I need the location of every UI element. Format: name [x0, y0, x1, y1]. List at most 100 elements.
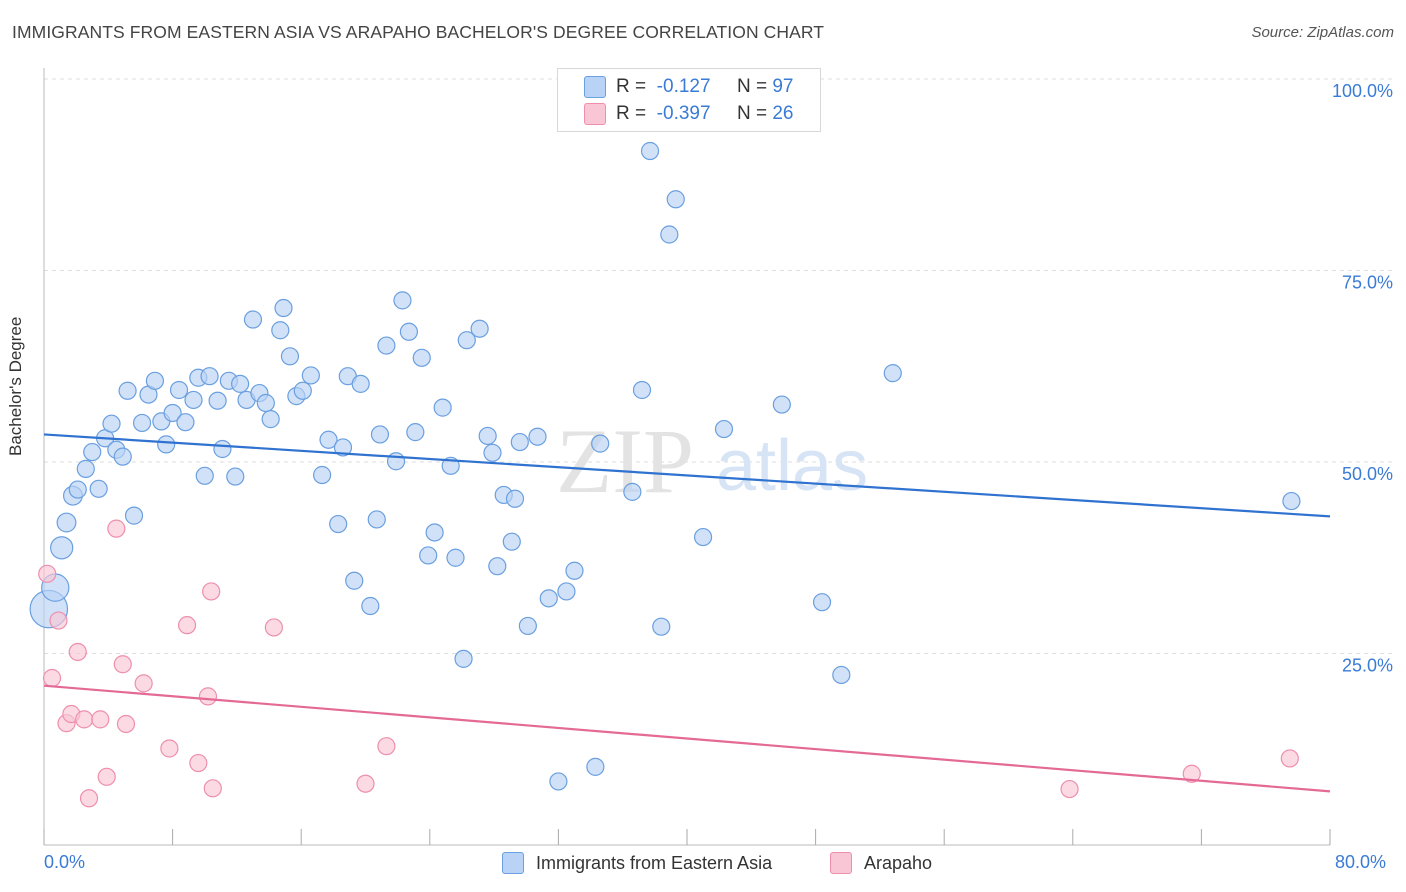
data-point-eastern-asia — [312, 465, 332, 485]
data-point-eastern-asia — [488, 557, 507, 576]
data-point-eastern-asia — [367, 510, 386, 529]
data-point-arapaho — [116, 714, 136, 734]
y-tick-label: 100.0% — [1332, 81, 1393, 101]
data-point-arapaho — [1182, 764, 1201, 783]
data-point-eastern-asia — [510, 432, 529, 452]
legend-r-label: R = — [616, 76, 647, 97]
data-point-arapaho — [177, 616, 197, 635]
data-point-eastern-asia — [157, 435, 176, 454]
data-point-eastern-asia — [226, 467, 245, 486]
series-legend: Immigrants from Eastern Asia Arapaho — [0, 852, 1406, 878]
data-point-eastern-asia — [623, 482, 642, 501]
legend-n-value: 26 — [772, 103, 794, 124]
data-point-eastern-asia — [231, 374, 250, 393]
data-point-arapaho — [356, 774, 375, 793]
data-point-eastern-asia — [565, 561, 584, 580]
data-point-eastern-asia — [301, 366, 320, 385]
data-point-arapaho — [49, 611, 68, 630]
data-point-arapaho — [203, 779, 222, 798]
legend-swatch-arapaho — [830, 852, 852, 874]
data-point-arapaho — [38, 564, 57, 583]
data-point-eastern-asia — [169, 380, 189, 400]
data-point-eastern-asia — [386, 452, 406, 471]
legend-item-arapaho: Arapaho — [830, 852, 932, 874]
y-tick-labels: 100.0% 75.0% 50.0% 25.0% — [1332, 81, 1393, 676]
data-point-arapaho — [97, 767, 116, 786]
legend-swatch-arapaho — [584, 103, 606, 125]
legend-swatch-eastern-asia — [502, 852, 524, 874]
trend-lines — [43, 433, 1331, 793]
data-point-arapaho — [377, 737, 396, 756]
data-point-eastern-asia — [832, 665, 851, 685]
correlation-legend: R = -0.127 N = 97 R = -0.397 N = 26 — [557, 68, 821, 132]
data-point-eastern-asia — [505, 489, 525, 508]
data-point-eastern-asia — [632, 380, 652, 400]
y-tick-label: 25.0% — [1342, 656, 1393, 676]
data-point-eastern-asia — [163, 403, 182, 423]
data-point-eastern-asia — [102, 414, 121, 433]
data-point-eastern-asia — [406, 423, 425, 442]
data-point-eastern-asia — [591, 434, 610, 453]
data-point-arapaho — [42, 668, 62, 688]
data-point-arapaho — [202, 582, 221, 601]
data-point-eastern-asia — [361, 596, 380, 616]
legend-label-eastern-asia: Immigrants from Eastern Asia — [536, 852, 773, 873]
data-point-eastern-asia — [714, 419, 734, 439]
watermark: ZIP atlas — [556, 410, 868, 512]
data-point-eastern-asia — [118, 381, 137, 400]
data-point-eastern-asia — [454, 649, 473, 668]
data-point-arapaho — [68, 642, 87, 662]
data-point-eastern-asia — [83, 442, 102, 462]
trend-line-eastern-asia — [43, 433, 1331, 518]
x-tick-max: 80.0% — [1335, 852, 1387, 872]
data-point-eastern-asia — [1282, 491, 1301, 511]
data-point-eastern-asia — [208, 391, 227, 410]
data-point-eastern-asia — [184, 390, 203, 410]
data-point-arapaho — [160, 739, 179, 758]
legend-n-value: 97 — [772, 76, 794, 97]
data-point-eastern-asia — [293, 381, 312, 400]
gridlines — [44, 78, 1395, 654]
data-point-arapaho — [91, 710, 110, 729]
watermark-atlas: atlas — [716, 426, 868, 506]
data-point-eastern-asia — [145, 371, 165, 390]
data-point-eastern-asia — [812, 593, 832, 612]
data-point-eastern-asia — [68, 480, 87, 499]
data-point-eastern-asia — [319, 430, 338, 449]
data-point-eastern-asia — [483, 443, 502, 462]
legend-r-value: -0.397 — [656, 103, 711, 124]
data-point-arapaho — [134, 674, 153, 693]
x-tick-min: 0.0% — [44, 852, 86, 872]
data-point-eastern-asia — [124, 506, 144, 525]
axes — [43, 68, 1331, 846]
data-point-eastern-asia — [351, 374, 370, 393]
data-point-eastern-asia — [213, 439, 232, 459]
chart-title: IMMIGRANTS FROM EASTERN ASIA VS ARAPAHO … — [12, 22, 825, 42]
data-point-eastern-asia — [883, 364, 902, 383]
data-point-eastern-asia — [539, 589, 558, 608]
legend-n-label: N = — [736, 76, 768, 97]
y-tick-label: 50.0% — [1342, 464, 1393, 484]
data-point-eastern-asia — [419, 546, 438, 565]
data-point-eastern-asia — [370, 425, 390, 444]
data-point-eastern-asia — [345, 571, 364, 590]
data-point-arapaho — [75, 710, 94, 729]
legend-item-eastern-asia: Immigrants from Eastern Asia — [502, 852, 772, 874]
data-point-eastern-asia — [502, 532, 521, 551]
data-point-eastern-asia — [772, 395, 791, 414]
trend-line-arapaho — [43, 684, 1331, 793]
data-point-eastern-asia — [425, 523, 444, 542]
data-point-eastern-asia — [666, 190, 685, 209]
data-point-eastern-asia — [176, 413, 195, 432]
data-point-arapaho — [79, 789, 99, 808]
data-point-eastern-asia — [50, 536, 74, 560]
data-point-arapaho — [1280, 749, 1299, 768]
data-point-eastern-asia — [693, 527, 713, 547]
data-point-eastern-asia — [518, 616, 537, 636]
data-point-eastern-asia — [280, 347, 300, 366]
data-point-eastern-asia — [56, 512, 77, 533]
data-point-eastern-asia — [132, 413, 152, 433]
series-eastern-asia-points — [29, 141, 1301, 791]
data-point-eastern-asia — [200, 367, 219, 386]
data-point-eastern-asia — [433, 398, 452, 417]
